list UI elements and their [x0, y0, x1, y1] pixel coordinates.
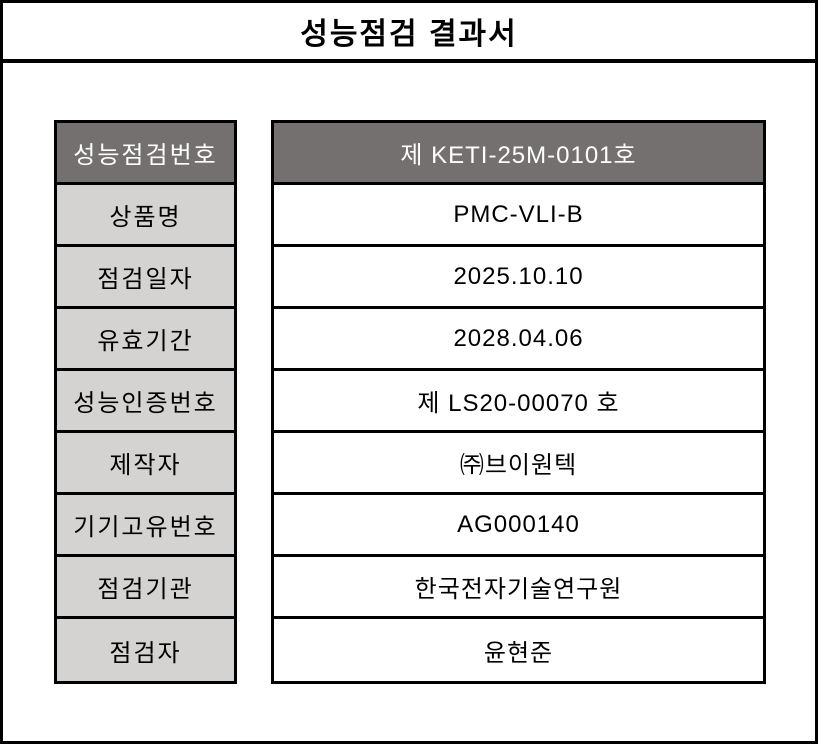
- row-4-label: 성능인증번호: [57, 371, 234, 433]
- row-3-label: 유효기간: [57, 309, 234, 371]
- row-0-value: 제 KETI-25M-0101호: [274, 123, 763, 185]
- label-column: 성능점검번호 상품명 점검일자 유효기간 성능인증번호 제작자 기기고유번호 점…: [54, 120, 237, 684]
- inspection-table: 성능점검번호 상품명 점검일자 유효기간 성능인증번호 제작자 기기고유번호 점…: [54, 120, 815, 684]
- row-1-value: PMC-VLI-B: [274, 185, 763, 247]
- report-title: 성능점검 결과서: [300, 18, 518, 51]
- row-8-label: 점검자: [57, 619, 234, 681]
- row-0-label: 성능점검번호: [57, 123, 234, 185]
- row-7-value: 한국전자기술연구원: [274, 557, 763, 619]
- row-2-label: 점검일자: [57, 247, 234, 309]
- row-6-label: 기기고유번호: [57, 495, 234, 557]
- row-5-value: ㈜브이원텍: [274, 433, 763, 495]
- row-5-label: 제작자: [57, 433, 234, 495]
- row-4-value: 제 LS20-00070 호: [274, 371, 763, 433]
- row-7-label: 점검기관: [57, 557, 234, 619]
- row-6-value: AG000140: [274, 495, 763, 557]
- row-8-value: 윤현준: [274, 619, 763, 681]
- row-1-label: 상품명: [57, 185, 234, 247]
- row-3-value: 2028.04.06: [274, 309, 763, 371]
- report-title-bar: 성능점검 결과서: [3, 3, 815, 63]
- row-2-value: 2025.10.10: [274, 247, 763, 309]
- value-column: 제 KETI-25M-0101호 PMC-VLI-B 2025.10.10 20…: [271, 120, 766, 684]
